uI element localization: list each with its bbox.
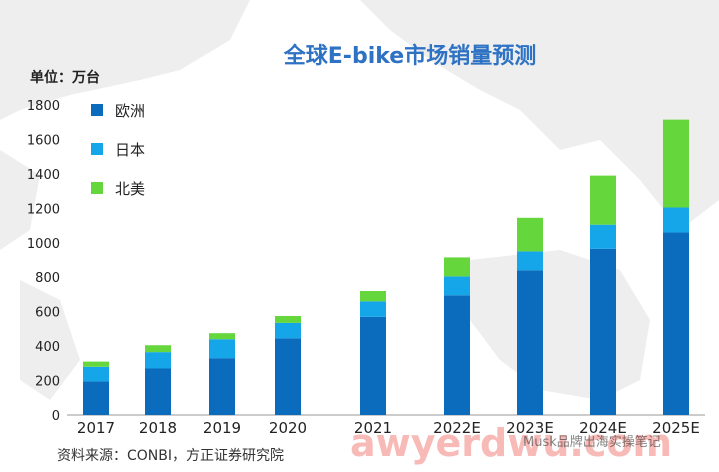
x-tick-label: 2022E	[433, 419, 481, 437]
x-tick-label: 2019	[203, 419, 241, 437]
bar-segment-2025E-series-0	[663, 232, 689, 415]
legend-swatch	[91, 104, 103, 116]
bar-segment-2019-series-0	[209, 358, 235, 415]
y-tick-label: 0	[52, 409, 60, 424]
bar-segment-2021-series-1	[360, 301, 386, 317]
bar-segment-2021-series-0	[360, 316, 386, 415]
bar-segment-2025E-series-2	[663, 119, 689, 208]
bar-segment-2017-series-2	[83, 361, 109, 367]
y-tick-label: 200	[35, 375, 60, 390]
x-tick-label: 2017	[77, 419, 115, 437]
y-tick-label: 400	[35, 340, 60, 355]
bar-segment-2018-series-1	[145, 352, 171, 369]
unit-label: 单位：万台	[30, 69, 100, 86]
x-tick-label: 2018	[139, 419, 177, 437]
x-tick-label: 2024E	[579, 419, 627, 437]
legend-label: 欧洲	[115, 102, 145, 120]
bar-segment-2024E-series-1	[590, 224, 616, 249]
bar-segment-2019-series-2	[209, 333, 235, 340]
legend-label: 日本	[115, 141, 145, 159]
chart-title: 全球E-bike市场销量预测	[283, 43, 536, 69]
bar-segment-2020-series-1	[275, 322, 301, 339]
x-tick-label: 2023E	[506, 419, 554, 437]
bar-segment-2024E-series-0	[590, 248, 616, 415]
legend-label: 北美	[115, 180, 145, 198]
y-axis-ticks: 0 200 400 600 800 1000 1200 1400 1600 1800	[27, 99, 60, 424]
bar-segment-2018-series-0	[145, 368, 171, 415]
x-axis-ticks: 2017 2018 2019 2020 2021 2022E 2023E 2024E 2025E	[77, 419, 700, 437]
watermark-text: awyerdwu.com	[350, 421, 672, 465]
y-tick-label: 600	[35, 306, 60, 321]
bar-segment-2020-series-0	[275, 338, 301, 415]
y-tick-label: 800	[35, 271, 60, 286]
watermark-account: Musk品牌出海实操笔记	[523, 434, 661, 450]
bar-segment-2024E-series-2	[590, 175, 616, 225]
bar-segment-2021-series-2	[360, 291, 386, 302]
y-tick-label: 1000	[27, 237, 60, 252]
bar-segment-2023E-series-0	[517, 270, 543, 415]
bar-segment-2017-series-1	[83, 366, 109, 382]
bar-segment-2022E-series-2	[444, 257, 470, 277]
bar-segment-2023E-series-2	[517, 217, 543, 252]
bar-segment-2019-series-1	[209, 339, 235, 359]
bar-segment-2020-series-2	[275, 315, 301, 323]
legend-swatch	[91, 143, 103, 155]
bar-segment-2022E-series-1	[444, 276, 470, 296]
x-tick-label: 2025E	[652, 419, 700, 437]
bars	[83, 119, 689, 415]
bar-segment-2022E-series-0	[444, 295, 470, 415]
x-tick-label: 2021	[354, 419, 392, 437]
y-tick-label: 1400	[27, 168, 60, 183]
bar-segment-2025E-series-1	[663, 207, 689, 233]
bar-segment-2023E-series-1	[517, 251, 543, 271]
y-tick-label: 1600	[27, 133, 60, 148]
source-note: 资料来源：CONBI，方正证券研究院	[57, 448, 284, 464]
y-tick-label: 1200	[27, 202, 60, 217]
x-tick-label: 2020	[269, 419, 307, 437]
y-tick-label: 1800	[27, 99, 60, 114]
bar-segment-2018-series-2	[145, 345, 171, 353]
bar-segment-2017-series-0	[83, 381, 109, 415]
legend-swatch	[91, 182, 103, 194]
